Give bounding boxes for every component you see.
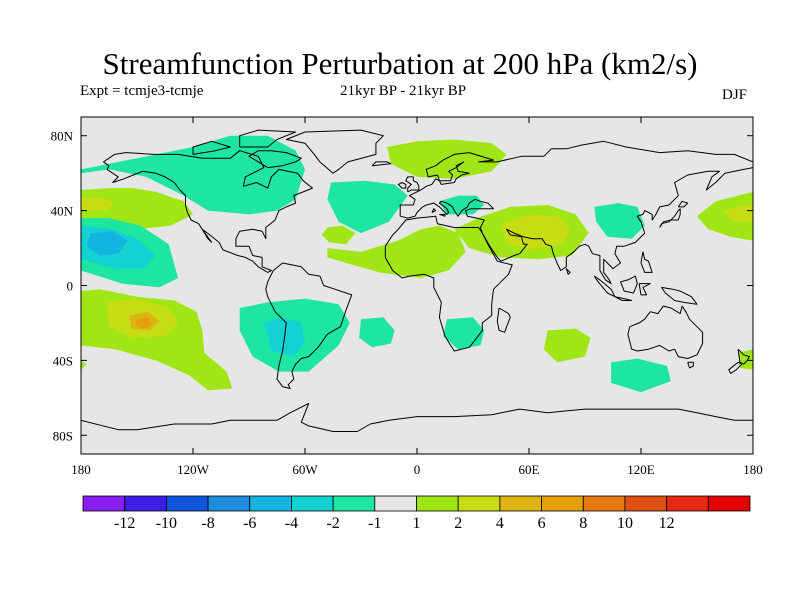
- coastline: [565, 268, 571, 275]
- colorbar-label: 10: [617, 515, 633, 532]
- map-axes: 80N 40N 0 40S 80S 180 120W 60W 0 60E 120E 180: [51, 117, 763, 477]
- colorbar-label: 2: [454, 515, 462, 532]
- colorbar-label: 12: [659, 515, 675, 532]
- lat-tick-label: 80S: [53, 428, 73, 443]
- lat-tick-label: 0: [67, 279, 74, 294]
- colorbar-swatch: [374, 495, 417, 512]
- colorbar-label: 4: [496, 515, 504, 532]
- period-label: 21kyr BP - 21kyr BP: [340, 83, 467, 99]
- colorbar-label: -1: [368, 515, 381, 532]
- coastline: [400, 167, 753, 285]
- contour-region: [327, 180, 408, 234]
- contour-region: [81, 197, 115, 211]
- contour-region: [86, 231, 128, 256]
- experiment-label: Expt = tcmje3-tcmje: [80, 83, 204, 99]
- contour-region: [697, 191, 753, 241]
- contour-region: [387, 139, 507, 179]
- colorbar-swatch: [541, 495, 584, 512]
- contour-region: [81, 135, 305, 215]
- colorbar-label: -8: [201, 515, 214, 532]
- contour-region: [611, 358, 671, 393]
- coastline: [81, 402, 753, 432]
- colorbar-swatch: [666, 495, 709, 512]
- contour-region: [543, 328, 591, 363]
- colorbar-swatch: [332, 495, 376, 512]
- contour-region: [327, 225, 466, 278]
- coastline: [677, 200, 689, 208]
- lon-tick-label: 180: [71, 462, 91, 477]
- colorbar-swatch: [624, 495, 668, 512]
- coastline: [192, 140, 231, 155]
- coastline: [661, 286, 698, 305]
- lon-tick-label: 180: [743, 462, 763, 477]
- coastline: [620, 275, 638, 294]
- colorbar-swatch: [457, 495, 501, 512]
- colorbar-swatch: [124, 495, 167, 512]
- colorbar-swatch: [82, 495, 126, 512]
- colorbar-swatch: [249, 495, 292, 512]
- colorbar-swatch: [416, 495, 459, 512]
- colorbar-label: 6: [538, 515, 546, 532]
- coastline: [285, 129, 384, 174]
- colorbar: -12 -10 -8 -6 -4 -2 -1 1 2 4 6 8 10 12: [82, 495, 751, 532]
- lon-tick-label: 0: [414, 462, 421, 477]
- streamfunction-field: [81, 135, 753, 393]
- contour-region: [135, 317, 152, 329]
- colorbar-label: -12: [114, 515, 135, 532]
- coastline: [371, 161, 392, 167]
- colorbar-swatch: [291, 495, 334, 512]
- coastline: [103, 150, 313, 273]
- coastline: [397, 182, 407, 189]
- coastline: [431, 208, 437, 213]
- coastline: [265, 262, 353, 389]
- season-label: DJF: [722, 87, 748, 103]
- lat-tick-label: 40N: [51, 204, 74, 219]
- colorbar-label: -2: [326, 515, 339, 532]
- contour-region: [723, 205, 753, 222]
- colorbar-label: -6: [243, 515, 256, 532]
- coastline: [627, 305, 704, 359]
- coastline: [638, 283, 651, 296]
- coastline: [405, 176, 420, 193]
- coastline: [614, 296, 633, 301]
- coastline: [399, 140, 753, 217]
- lat-tick-label: 40S: [53, 353, 73, 368]
- contour-region: [81, 360, 87, 370]
- lon-tick-label: 120W: [177, 462, 210, 477]
- lon-tick-label: 120E: [627, 462, 655, 477]
- coastline: [239, 129, 297, 148]
- colorbar-label: 1: [413, 515, 421, 532]
- coastline: [728, 361, 743, 374]
- contour-region: [501, 214, 571, 250]
- coastline: [640, 251, 653, 273]
- colorbar-label: 8: [579, 515, 587, 532]
- lon-tick-label: 60E: [519, 462, 540, 477]
- coastlines: [81, 129, 753, 432]
- coastline: [659, 208, 681, 228]
- colorbar-swatch: [207, 495, 251, 512]
- coastline: [496, 307, 511, 333]
- coastline: [439, 213, 446, 217]
- colorbar-swatch: [707, 495, 751, 512]
- coastline: [687, 361, 694, 369]
- colorbar-swatch: [499, 495, 542, 512]
- coastline: [384, 215, 513, 352]
- plot-title: Streamfunction Perturbation at 200 hPa (…: [102, 46, 698, 81]
- coastline: [248, 150, 302, 169]
- contour-region: [321, 225, 356, 245]
- colorbar-label: -10: [156, 515, 177, 532]
- colorbar-label: -4: [285, 515, 298, 532]
- contour-region: [359, 317, 395, 348]
- colorbar-swatch: [165, 495, 209, 512]
- colorbar-swatch: [582, 495, 626, 512]
- lon-tick-label: 60W: [292, 462, 318, 477]
- contour-region: [594, 203, 645, 239]
- lat-tick-label: 80N: [51, 129, 74, 144]
